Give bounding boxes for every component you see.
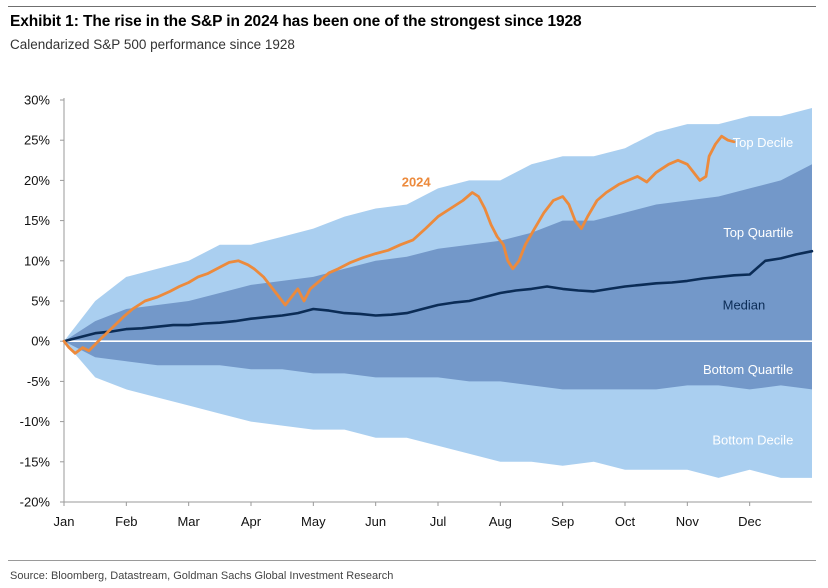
x-tick-label: May bbox=[301, 514, 326, 529]
y-tick-label: 15% bbox=[24, 213, 50, 228]
x-tick-label: Sep bbox=[551, 514, 574, 529]
x-tick-label: Dec bbox=[738, 514, 762, 529]
source-note: Source: Bloomberg, Datastream, Goldman S… bbox=[10, 570, 394, 582]
y-tick-label: -5% bbox=[27, 374, 51, 389]
x-tick-label: Feb bbox=[115, 514, 137, 529]
chart-title: Exhibit 1: The rise in the S&P in 2024 h… bbox=[10, 13, 582, 30]
label-top-decile: Top Decile bbox=[733, 135, 794, 150]
y-tick-label: -10% bbox=[20, 414, 51, 429]
y-tick-label: 0% bbox=[31, 334, 50, 349]
y-tick-label: 30% bbox=[24, 93, 50, 108]
x-tick-label: Jan bbox=[54, 514, 75, 529]
quartile-band bbox=[64, 164, 812, 390]
label-median: Median bbox=[723, 298, 766, 313]
x-tick-label: Aug bbox=[489, 514, 512, 529]
y-tick-label: -20% bbox=[20, 495, 51, 510]
x-tick-label: Nov bbox=[676, 514, 700, 529]
x-tick-label: Oct bbox=[615, 514, 636, 529]
performance-chart: 30% 25% 20% 15% 10% 5% 0% -5% -10% -15% -20%Jan Feb… bbox=[20, 93, 814, 529]
y-tick-label: 10% bbox=[24, 253, 50, 268]
chart-subtitle: Calendarized S&P 500 performance since 1… bbox=[10, 37, 295, 52]
label-label-2024: 2024 bbox=[402, 175, 432, 190]
median-line bbox=[62, 249, 814, 343]
x-tick-label: Jul bbox=[430, 514, 447, 529]
y-tick-label: 25% bbox=[24, 133, 50, 148]
label-bottom-decile: Bottom Decile bbox=[712, 433, 793, 448]
label-bottom-quartile: Bottom Quartile bbox=[703, 362, 793, 377]
x-tick-label: Mar bbox=[177, 514, 200, 529]
line-2024 bbox=[62, 134, 736, 355]
label-top-quartile: Top Quartile bbox=[723, 225, 793, 240]
y-tick-label: 5% bbox=[31, 294, 50, 309]
x-tick-label: Apr bbox=[241, 514, 262, 529]
bottom-rule bbox=[8, 560, 816, 561]
top-rule bbox=[8, 6, 816, 7]
y-tick-label: 20% bbox=[24, 173, 50, 188]
y-tick-label: -15% bbox=[20, 454, 51, 469]
x-tick-label: Jun bbox=[365, 514, 386, 529]
